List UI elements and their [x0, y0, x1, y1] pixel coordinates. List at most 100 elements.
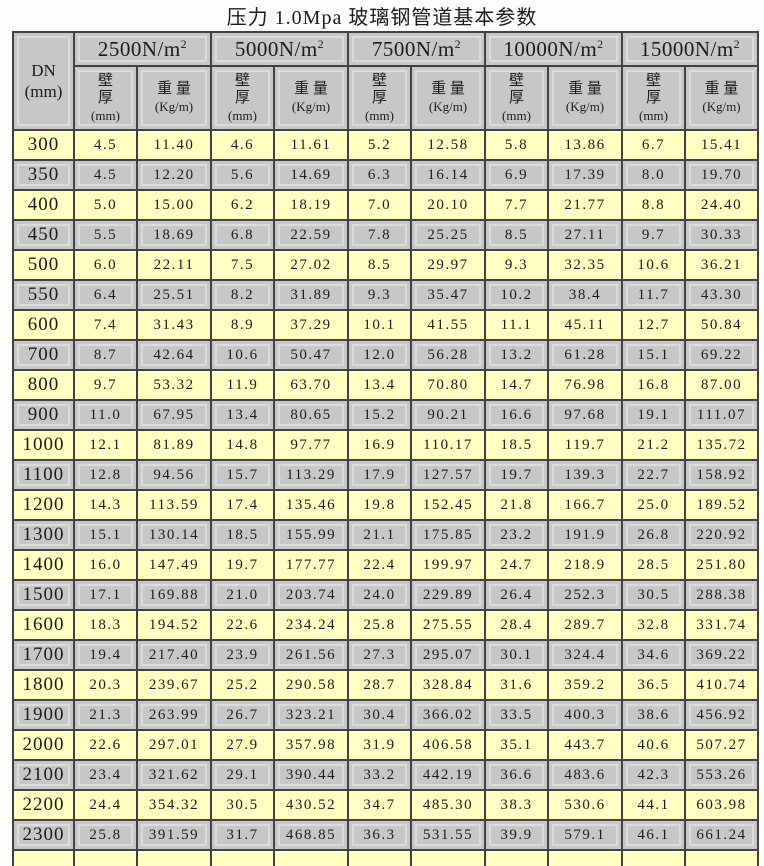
- dn-cell: 2100: [12, 759, 75, 791]
- weight-cell: 19.70: [684, 159, 759, 191]
- weight-cell: 25.51: [136, 279, 212, 311]
- table-row-dn-300: 300 4.5 11.40 4.6 11.61 5.2 12.58 5.8 13.86 6.7 15…: [12, 129, 759, 161]
- group-label: 5000N/m: [234, 36, 318, 61]
- dn-cell: 450: [12, 219, 75, 251]
- thickness-cell: 6.4: [73, 279, 138, 311]
- thickness-cell: 8.0: [621, 159, 686, 191]
- weight-cell: 11.61: [273, 129, 349, 161]
- weight-cell: 69.22: [684, 339, 759, 371]
- thickness-cell: 19.1: [621, 399, 686, 431]
- thickness-cell: 33.2: [347, 759, 412, 791]
- weight-cell: 18.19: [273, 189, 349, 221]
- thickness-cell: 21.8: [484, 489, 549, 521]
- dn-cell: 800: [12, 369, 75, 401]
- subheader-text: 壁: [234, 72, 250, 89]
- thickness-cell: 5.6: [210, 159, 275, 191]
- thickness-cell: 6.8: [210, 219, 275, 251]
- weight-cell: 152.45: [410, 489, 486, 521]
- thickness-cell: 14.7: [484, 369, 549, 401]
- subheader-text: 重 量: [431, 81, 465, 97]
- thickness-cell: 5.2: [347, 129, 412, 161]
- thickness-cell: 17.1: [73, 579, 138, 611]
- weight-cell: 37.29: [273, 309, 349, 341]
- weight-subheader: 重 量 (Kg/m): [684, 65, 759, 131]
- weight-cell: 217.40: [136, 639, 212, 671]
- thickness-cell: 11.9: [210, 369, 275, 401]
- weight-cell: 70.80: [410, 369, 486, 401]
- subheader-text: 厚: [508, 89, 524, 106]
- weight-cell: 275.55: [410, 609, 486, 641]
- weight-cell: 31.43: [136, 309, 212, 341]
- thickness-cell: 38.6: [621, 699, 686, 731]
- thickness-cell: 21.3: [73, 699, 138, 731]
- weight-cell: 38.4: [547, 279, 623, 311]
- superscript: 2: [180, 36, 188, 51]
- pipe-parameters-table: DN (mm) 2500N/m2 5000N/m2 7500N/m2 10000…: [12, 31, 759, 866]
- thickness-cell: 16.0: [73, 549, 138, 581]
- thickness-cell: 8.5: [347, 249, 412, 281]
- dn-cell: 1900: [12, 699, 75, 731]
- weight-cell: 194.52: [136, 609, 212, 641]
- subheader-text: 壁: [97, 72, 113, 89]
- weight-subheader: 重 量 (Kg/m): [547, 65, 623, 131]
- dn-cell: 2300: [12, 819, 75, 851]
- thickness-cell: 16.6: [484, 399, 549, 431]
- thickness-cell: 24.7: [484, 549, 549, 581]
- weight-cell: 468.85: [273, 819, 349, 851]
- thickness-cell: 9.7: [621, 219, 686, 251]
- weight-cell: 239.67: [136, 669, 212, 701]
- dn-cell: 900: [12, 399, 75, 431]
- weight-cell: 331.74: [684, 609, 759, 641]
- weight-cell: 29.97: [410, 249, 486, 281]
- dn-label: DN: [31, 61, 56, 80]
- thickness-cell: 24.4: [73, 789, 138, 821]
- table-row-dn-700: 700 8.7 42.64 10.6 50.47 12.0 56.28 13.2 61.28 15…: [12, 339, 759, 371]
- dn-cell: 1400: [12, 549, 75, 581]
- group-header-7500: 7500N/m2: [347, 31, 486, 67]
- dn-cell: 1700: [12, 639, 75, 671]
- weight-cell: 127.57: [410, 459, 486, 491]
- weight-cell: 119.7: [547, 429, 623, 461]
- thickness-cell: 36.6: [484, 759, 549, 791]
- weight-cell: 229.89: [410, 579, 486, 611]
- weight-cell: 603.98: [684, 789, 759, 821]
- weight-cell: 354.32: [136, 789, 212, 821]
- table-row-dn-2200: 2200 24.4 354.32 30.5 430.52 34.7 485.30 38.3 53…: [12, 789, 759, 821]
- weight-cell: 80.65: [273, 399, 349, 431]
- thickness-cell: 5.0: [73, 189, 138, 221]
- weight-cell: 203.74: [273, 579, 349, 611]
- thickness-cell: 19.7: [484, 459, 549, 491]
- weight-cell: 135.72: [684, 429, 759, 461]
- weight-cell: 323.21: [273, 699, 349, 731]
- weight-cell: 97.68: [547, 399, 623, 431]
- sub-header-row: 壁厚 (mm) 重 量 (Kg/m) 壁厚 (mm) 重 量 (Kg/m) 壁厚 (mm) 重 量(…: [13, 65, 759, 131]
- thickness-cell: 6.2: [210, 189, 275, 221]
- weight-cell: 25.25: [410, 219, 486, 251]
- weight-cell: 22.11: [136, 249, 212, 281]
- weight-cell: 290.58: [273, 669, 349, 701]
- weight-cell: 135.46: [273, 489, 349, 521]
- thickness-cell: 18.5: [210, 519, 275, 551]
- thickness-cell: 23.4: [73, 759, 138, 791]
- subheader-text: (mm): [91, 107, 120, 123]
- weight-cell: 36.21: [684, 249, 759, 281]
- dn-cell: 2200: [12, 789, 75, 821]
- empty-cell: [347, 849, 412, 866]
- weight-cell: 113.59: [136, 489, 212, 521]
- weight-cell: 289.7: [547, 609, 623, 641]
- thickness-cell: 8.2: [210, 279, 275, 311]
- weight-cell: 252.3: [547, 579, 623, 611]
- empty-cell: [136, 849, 212, 866]
- weight-cell: 390.44: [273, 759, 349, 791]
- empty-cell: [273, 849, 349, 866]
- weight-cell: 130.14: [136, 519, 212, 551]
- weight-cell: 321.62: [136, 759, 212, 791]
- thickness-cell: 22.4: [347, 549, 412, 581]
- subheader-text: (mm): [502, 107, 531, 123]
- thickness-cell: 15.7: [210, 459, 275, 491]
- dn-cell: 1000: [12, 429, 75, 461]
- thickness-cell: 30.1: [484, 639, 549, 671]
- empty-cell: [73, 849, 138, 866]
- table-row-dn-2000: 2000 22.6 297.01 27.9 357.98 31.9 406.58 35.1 44…: [12, 729, 759, 761]
